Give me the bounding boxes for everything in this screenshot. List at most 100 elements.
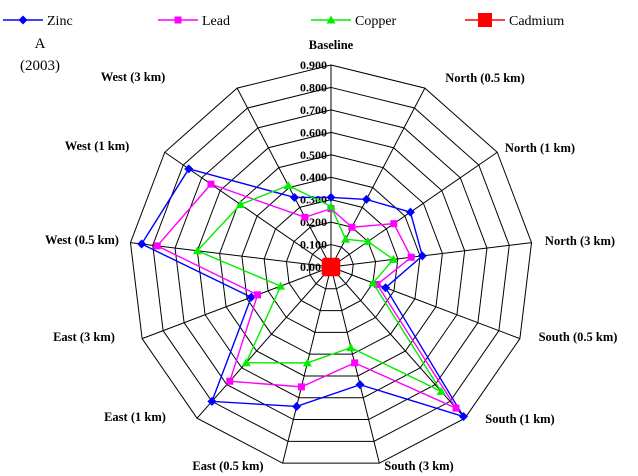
data-point [348,223,356,231]
data-point [241,358,251,367]
series-lead [153,180,460,412]
data-point [207,180,215,188]
tick-label: 0.400 [300,170,327,184]
data-point [417,251,427,261]
data-point [458,412,468,422]
tick-label: 0.000 [300,260,327,274]
category-label: South (3 km) [384,459,453,473]
legend-item: Copper [311,14,397,29]
grid-spoke [236,87,332,268]
data-point [351,359,359,367]
data-point [436,386,446,395]
data-point [405,207,415,217]
category-label: East (3 km) [53,330,115,344]
tick-label: 0.600 [300,125,327,139]
grid-ring [308,244,354,290]
data-point [322,258,337,273]
grid-spoke [330,266,466,419]
category-label: West (3 km) [101,70,166,84]
category-label: North (0.5 km) [445,71,525,85]
legend-marker [174,16,182,24]
data-point [452,404,460,412]
tick-label: 0.800 [300,80,327,94]
category-label: West (1 km) [65,139,130,153]
data-point [361,194,371,204]
data-point [254,291,262,299]
grid-spoke [330,266,521,340]
legend-item: Lead [158,14,230,29]
legend-label: Cadmium [509,14,564,29]
data-point [373,281,381,289]
grid-spoke [130,242,332,268]
series-line [156,183,458,410]
series-zinc [137,164,468,422]
grid-spoke [196,266,332,419]
grid-ring [196,131,466,399]
radial-tick-labels: 0.0000.1000.2000.3000.4000.5000.6000.700… [300,58,327,274]
category-label: East (1 km) [104,410,166,424]
category-label: North (3 km) [545,234,615,248]
legend-label: Copper [355,14,397,29]
grid-ring [174,109,488,421]
data-point [326,192,336,202]
tick-label: 0.300 [300,193,327,207]
data-point [407,253,415,261]
legend-marker [478,13,492,27]
grid-ring [263,199,399,333]
grid-spoke [164,151,332,268]
grid-ring [219,154,443,377]
category-label: North (1 km) [505,141,575,155]
data-point [390,220,398,228]
category-label: South (0.5 km) [539,330,618,344]
legend: Zinc Lead Copper Cadmium [3,13,564,29]
tick-label: 0.700 [300,103,327,117]
legend-label: Zinc [47,14,73,29]
legend-item: Zinc [3,14,73,29]
grid-spoke [330,242,532,268]
series-line [140,168,466,418]
legend-marker [326,15,336,24]
data-point [283,181,293,190]
data-point [355,380,365,390]
data-point [289,192,299,202]
legend-item: Cadmium [465,13,564,29]
grid-spoke [141,266,332,340]
data-point [301,213,309,221]
tick-label: 0.100 [300,238,327,252]
data-point [192,246,202,255]
radar-grid [129,64,533,464]
data-point [388,254,398,263]
grid-ring [152,86,510,442]
panel-label: A [35,36,46,52]
grid-spoke [330,151,498,268]
data-point [153,242,161,250]
data-point [346,343,356,352]
series-line [196,184,444,394]
data-point [137,239,147,249]
series-layer [137,164,468,422]
category-label: East (0.5 km) [192,459,263,473]
tick-label: 0.900 [300,58,327,72]
data-point [341,234,351,243]
data-point [368,278,378,287]
data-point [363,237,373,246]
data-point [297,383,305,391]
data-point [326,201,336,210]
data-point [235,200,245,209]
data-point [226,377,234,385]
series-cadmium [321,257,341,277]
data-point [302,358,312,367]
data-point [246,292,256,302]
grid-ring [129,64,533,464]
data-point [292,401,302,411]
tick-label: 0.500 [300,148,327,162]
category-label: South (1 km) [485,412,554,426]
data-point [184,164,194,174]
category-label: West (0.5 km) [45,233,119,247]
series-copper [192,181,446,395]
category-labels: Baseline North (0.5 km) North (1 km) North … [45,38,617,473]
panel-year: (2003) [20,58,60,74]
data-point [381,283,391,293]
legend-marker [18,15,28,25]
